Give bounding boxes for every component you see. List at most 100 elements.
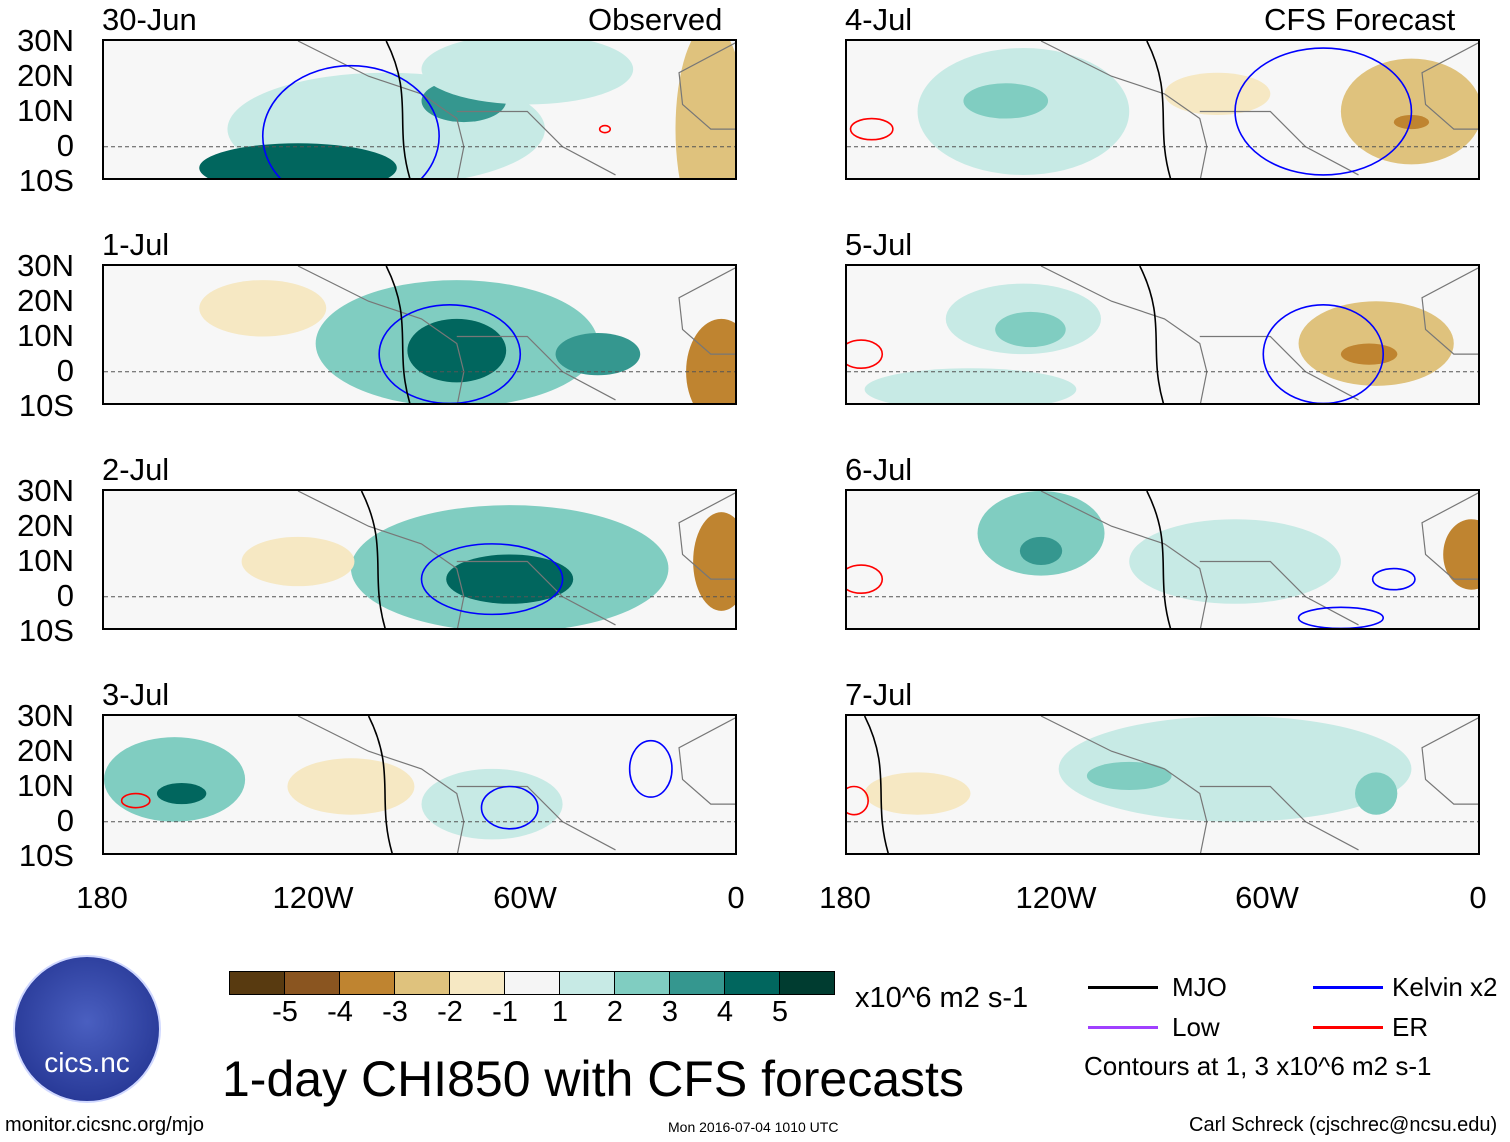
chi-anomaly-area: [1086, 761, 1172, 791]
map-svg: [847, 491, 1478, 628]
chi-anomaly-area: [1164, 72, 1271, 116]
legend-low-label: Low: [1172, 1012, 1220, 1042]
cics-logo: cics.nc: [13, 955, 161, 1103]
y-tick: 30N: [17, 473, 74, 508]
y-tick: 0: [56, 128, 74, 163]
panel-date: 1-Jul: [102, 227, 170, 262]
mjo-contour: [367, 716, 394, 853]
chi-anomaly-area: [864, 772, 971, 815]
y-tick: 10S: [18, 838, 74, 873]
coastline-africa: [1421, 267, 1478, 355]
x-tick-right-0: 0: [1469, 880, 1487, 915]
y-tick: 10N: [17, 318, 74, 353]
mjo-contour: [1139, 266, 1165, 403]
kelvin-contour: [1297, 606, 1385, 628]
map-svg: [847, 716, 1478, 853]
kelvin-contour: [628, 739, 673, 798]
y-tick: 30N: [17, 23, 74, 58]
chi-anomaly-area: [199, 280, 327, 337]
mjo-contour: [385, 41, 411, 178]
colorbar-label: -4: [327, 996, 353, 1028]
cfs-forecast-label: CFS Forecast: [1264, 2, 1456, 37]
colorbar-label: -1: [492, 996, 518, 1028]
panel-date: 4-Jul: [845, 2, 913, 37]
y-tick: 30N: [17, 698, 74, 733]
colorbar-swatch: [505, 972, 560, 994]
coastline-south-america: [456, 110, 616, 176]
chi-anomaly-area: [241, 536, 355, 587]
chi-anomaly-area: [1393, 115, 1430, 130]
coastline-south-america: [456, 335, 616, 401]
map-panel: [845, 489, 1480, 630]
figure-title: 1-day CHI850 with CFS forecasts: [222, 1051, 964, 1107]
map-svg: [847, 266, 1478, 403]
mjo-contour: [863, 716, 890, 853]
chi-anomaly-area: [1340, 58, 1478, 165]
map-panel: [845, 714, 1480, 855]
er-contour: [847, 339, 884, 370]
source-url: monitor.cicsnc.org/mjo: [5, 1114, 204, 1136]
chi-anomaly-area: [407, 318, 507, 383]
map-panel: [102, 264, 737, 405]
x-tick-right-120w: 120W: [1015, 880, 1097, 915]
er-contour: [847, 564, 884, 595]
er-contour: [598, 124, 612, 134]
colorbar-label: -2: [437, 996, 463, 1028]
y-tick: 20N: [17, 733, 74, 768]
mjo-contour: [1146, 41, 1172, 178]
y-tick: 20N: [17, 58, 74, 93]
colorbar-swatch: [230, 972, 285, 994]
map-panel: [845, 39, 1480, 180]
legend-mjo-line: [1088, 986, 1158, 989]
chi-anomaly-area: [995, 311, 1066, 348]
coastline-south-america: [1199, 785, 1359, 851]
y-tick: 30N: [17, 248, 74, 283]
kelvin-contour: [480, 785, 539, 830]
legend-kelvin-label: Kelvin x2: [1392, 972, 1498, 1002]
panel-date: 3-Jul: [102, 677, 170, 712]
y-tick: 20N: [17, 508, 74, 543]
panel-date: 7-Jul: [845, 677, 913, 712]
colorbar-label: -3: [382, 996, 408, 1028]
panel-date: 6-Jul: [845, 452, 913, 487]
coastline-americas: [1040, 716, 1208, 853]
panel-date: 30-Jun: [102, 2, 197, 37]
colorbar-label: 3: [661, 996, 679, 1028]
coastline-africa: [1421, 42, 1478, 130]
mjo-contour: [360, 491, 386, 628]
y-tick: 10N: [17, 768, 74, 803]
legend-er-label: ER: [1392, 1012, 1429, 1042]
colorbar-swatch: [395, 972, 450, 994]
colorbar: [229, 971, 835, 995]
colorbar-swatch: [670, 972, 725, 994]
x-tick-left-60w: 60W: [493, 880, 557, 915]
mjo-contour: [385, 266, 411, 403]
chi-anomaly-area: [1058, 716, 1412, 822]
map-svg: [104, 491, 735, 628]
y-tick: 10S: [18, 388, 74, 423]
logo-text: cics.nc: [44, 1047, 130, 1078]
coastline-south-america: [1199, 335, 1359, 401]
map-panel: [102, 489, 737, 630]
chi-anomaly-area: [421, 768, 563, 840]
kelvin-contour: [378, 303, 522, 403]
mjo-contour: [1146, 491, 1172, 628]
kelvin-contour: [261, 64, 440, 178]
y-tick: 10S: [18, 163, 74, 198]
kelvin-contour: [1371, 567, 1416, 591]
er-contour: [847, 785, 869, 816]
colorbar-label: 1: [551, 996, 569, 1028]
colorbar-units: x10^6 m2 s-1: [855, 982, 1029, 1014]
y-tick: 10N: [17, 543, 74, 578]
y-tick: 20N: [17, 283, 74, 318]
contours-note: Contours at 1, 3 x10^6 m2 s-1: [1084, 1051, 1432, 1081]
coastline-south-america: [1199, 560, 1359, 626]
colorbar-swatch: [450, 972, 505, 994]
colorbar-label: -5: [272, 996, 298, 1028]
map-svg: [104, 716, 735, 853]
coastline-americas: [1040, 41, 1208, 178]
chi-anomaly-area: [1019, 536, 1063, 566]
y-tick: 10N: [17, 93, 74, 128]
colorbar-swatch: [780, 972, 834, 994]
